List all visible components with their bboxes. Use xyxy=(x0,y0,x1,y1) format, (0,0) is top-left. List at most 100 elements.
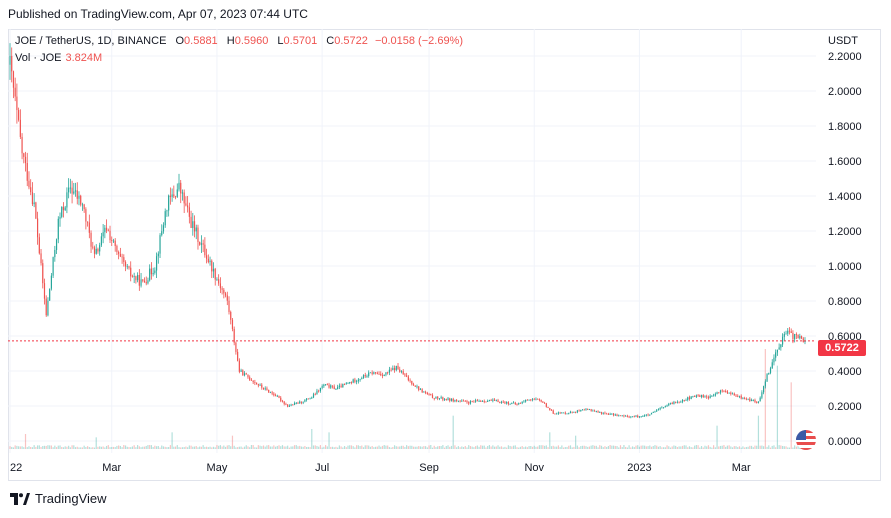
candle-body xyxy=(371,372,373,374)
volume-bar xyxy=(464,446,466,449)
volume-bar xyxy=(399,446,401,449)
candle-body xyxy=(425,391,427,393)
volume-bar xyxy=(580,446,582,449)
candlestick-chart[interactable]: 2.2000 2.0000 1.8000 1.6000 1.4000 1.2000 1.00… xyxy=(8,29,881,481)
candle-body xyxy=(81,204,84,206)
candle-body xyxy=(504,402,506,404)
volume-bar xyxy=(49,445,51,449)
volume-bar xyxy=(788,447,791,449)
candle-body xyxy=(43,283,46,299)
candle-body xyxy=(31,192,34,205)
candle-body xyxy=(740,395,742,399)
volume-bar xyxy=(792,447,794,449)
candle-body xyxy=(345,383,347,385)
candle-body xyxy=(354,379,356,382)
candle-body xyxy=(338,385,340,387)
volume-bar xyxy=(423,446,425,449)
candle-body xyxy=(447,398,449,400)
candle-body xyxy=(578,410,580,412)
candle-body xyxy=(795,334,797,335)
candle-body xyxy=(164,211,166,226)
candle-body xyxy=(407,376,409,381)
candle-body xyxy=(604,412,606,414)
candle-body xyxy=(657,409,660,411)
candle-body xyxy=(268,389,270,393)
candle-body xyxy=(330,385,332,388)
candle-body xyxy=(612,413,615,416)
candle-body xyxy=(756,402,758,403)
volume-bar xyxy=(257,445,259,449)
volume-bar xyxy=(578,447,580,449)
candle-body xyxy=(157,253,159,257)
candle-body xyxy=(759,397,761,402)
volume-bar xyxy=(630,447,632,449)
volume-bar xyxy=(678,446,680,449)
candle-body xyxy=(387,372,389,374)
candle-body xyxy=(83,204,85,210)
candle-body xyxy=(380,373,382,376)
volume-bar xyxy=(506,447,508,449)
volume-bar xyxy=(118,445,120,449)
candle-body xyxy=(280,397,282,401)
candle-body xyxy=(88,222,90,233)
candle-body xyxy=(30,187,32,193)
volume-bar xyxy=(252,445,254,449)
candle-body xyxy=(392,368,394,371)
volume-bar xyxy=(285,446,287,449)
candle-body xyxy=(723,390,725,392)
candle-body xyxy=(731,393,734,395)
volume-bar xyxy=(392,447,394,449)
us-flag-icon[interactable] xyxy=(796,430,816,450)
symbol-label: JOE / TetherUS, 1D, BINANCE xyxy=(15,35,167,47)
volume-bar xyxy=(564,447,566,449)
candle-body xyxy=(376,372,378,374)
volume-bar xyxy=(121,447,123,449)
candle-body xyxy=(487,400,489,402)
candle-body xyxy=(416,386,418,388)
candle-body xyxy=(9,56,11,65)
candle-body xyxy=(312,394,315,398)
candle-body xyxy=(744,398,746,399)
volume-bar xyxy=(511,446,513,449)
y-tick-label: 0.0000 xyxy=(828,436,862,448)
volume-bar xyxy=(492,445,494,449)
candle-body xyxy=(581,409,584,411)
candle-body xyxy=(200,243,203,245)
volume-bar xyxy=(425,446,427,449)
y-tick-label: 1.6000 xyxy=(828,156,862,168)
candle-body xyxy=(442,397,444,400)
volume-bar xyxy=(518,447,520,449)
volume-bar xyxy=(778,445,780,449)
volume-bar xyxy=(431,447,434,449)
candle-body xyxy=(575,412,577,413)
volume-bar xyxy=(109,447,111,449)
volume-bar xyxy=(242,447,244,449)
candle-body xyxy=(292,404,294,406)
volume-bar xyxy=(11,446,13,449)
candle-body xyxy=(461,400,463,402)
candle-body xyxy=(347,382,349,384)
volume-bar xyxy=(316,445,318,449)
x-tick-label: 22 xyxy=(10,462,22,474)
volume-bar xyxy=(385,445,387,449)
volume-bar xyxy=(143,446,146,449)
volume-bar xyxy=(378,445,380,449)
y-tick-label: 2.2000 xyxy=(828,51,862,63)
candle-body xyxy=(262,387,265,390)
candle-body xyxy=(278,395,280,398)
candle-body xyxy=(259,384,261,386)
candle-body xyxy=(112,240,115,242)
brand[interactable]: TradingView xyxy=(10,491,107,506)
volume-bar xyxy=(114,447,116,449)
candle-body xyxy=(316,390,318,395)
candle-body xyxy=(300,401,303,403)
volume-bar xyxy=(471,446,473,449)
candle-body xyxy=(802,338,804,343)
candle-body xyxy=(549,407,551,411)
volume-bar xyxy=(733,446,735,449)
volume-bar xyxy=(376,446,378,449)
volume-bar xyxy=(659,446,661,449)
candle-body xyxy=(699,395,701,397)
volume-bar xyxy=(250,445,253,449)
volume-bar xyxy=(100,446,102,449)
